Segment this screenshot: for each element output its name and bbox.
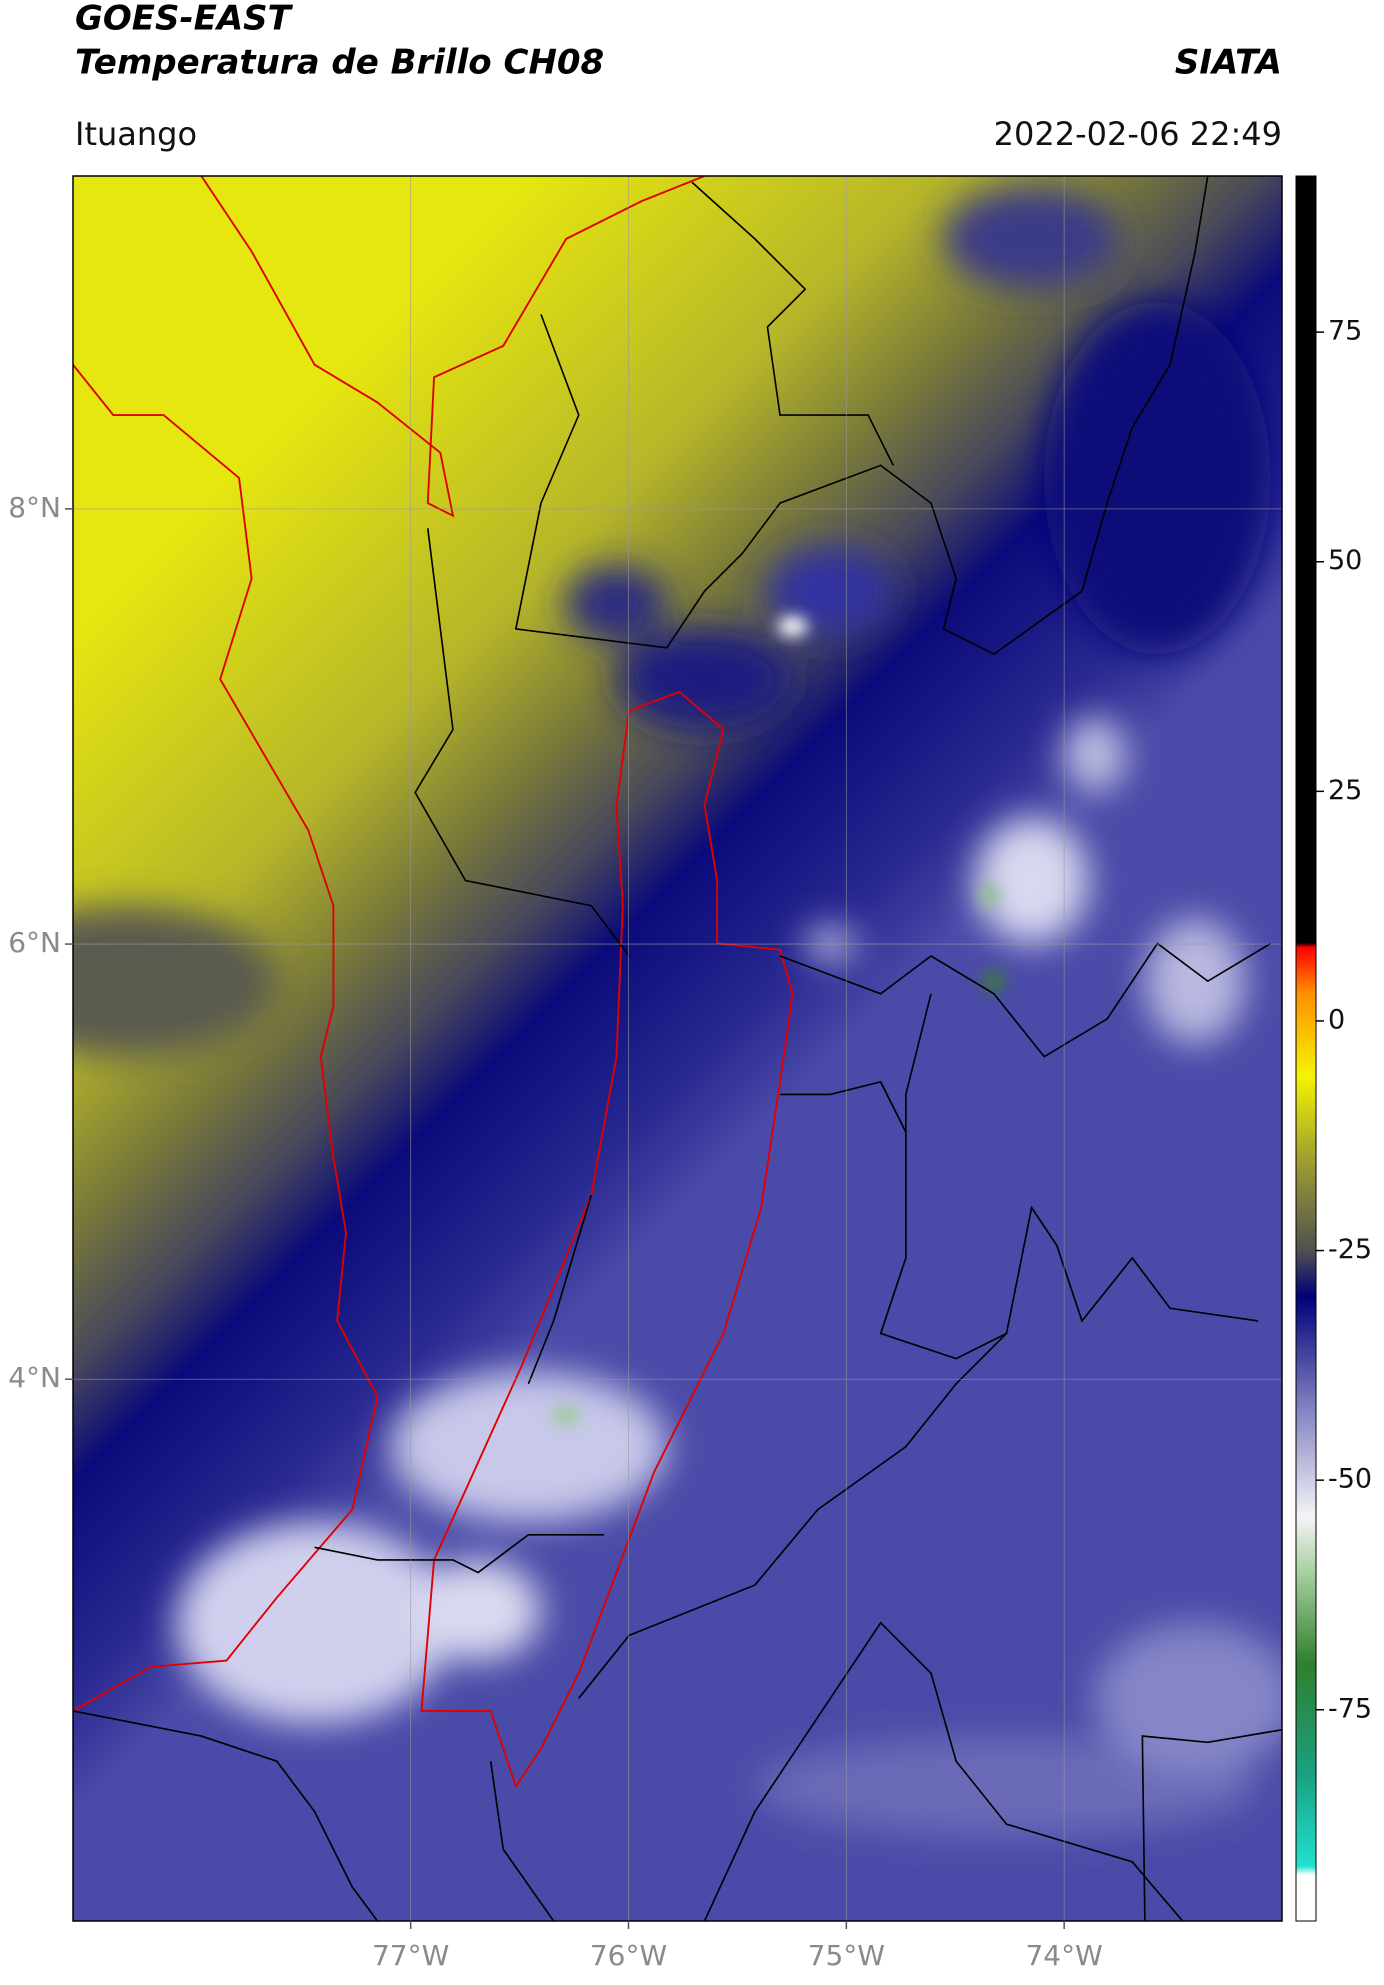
y-tick-label: 4°N xyxy=(8,1361,61,1394)
subtitle: Temperatura de Brillo CH08 xyxy=(75,43,604,83)
x-tick-label: 77°W xyxy=(372,1939,449,1972)
map-frame xyxy=(72,175,1283,1922)
y-tick-label: 6°N xyxy=(8,926,61,959)
colorbar-tick-label: 0 xyxy=(1328,1004,1345,1035)
colorbar-tick-label: -25 xyxy=(1328,1234,1372,1265)
datetime: 2022-02-06 22:49 xyxy=(994,115,1282,153)
x-tick-label: 75°W xyxy=(808,1939,885,1972)
colorbar-tick-label: 50 xyxy=(1328,545,1362,576)
y-tick-label: 8°N xyxy=(8,491,61,524)
title: GOES-EAST xyxy=(75,0,294,39)
x-tick-label: 76°W xyxy=(590,1939,667,1972)
colorbar-tick-label: 75 xyxy=(1328,316,1362,347)
colorbar xyxy=(1295,175,1317,1922)
map-image xyxy=(73,176,1282,1921)
colorbar-tick-label: -50 xyxy=(1328,1464,1372,1495)
location: Ituango xyxy=(75,115,197,153)
colorbar-tick-label: 25 xyxy=(1328,775,1362,806)
colorbar-tick-label: -75 xyxy=(1328,1693,1372,1724)
x-tick-label: 74°W xyxy=(1025,1939,1102,1972)
source: SIATA xyxy=(1175,43,1282,83)
